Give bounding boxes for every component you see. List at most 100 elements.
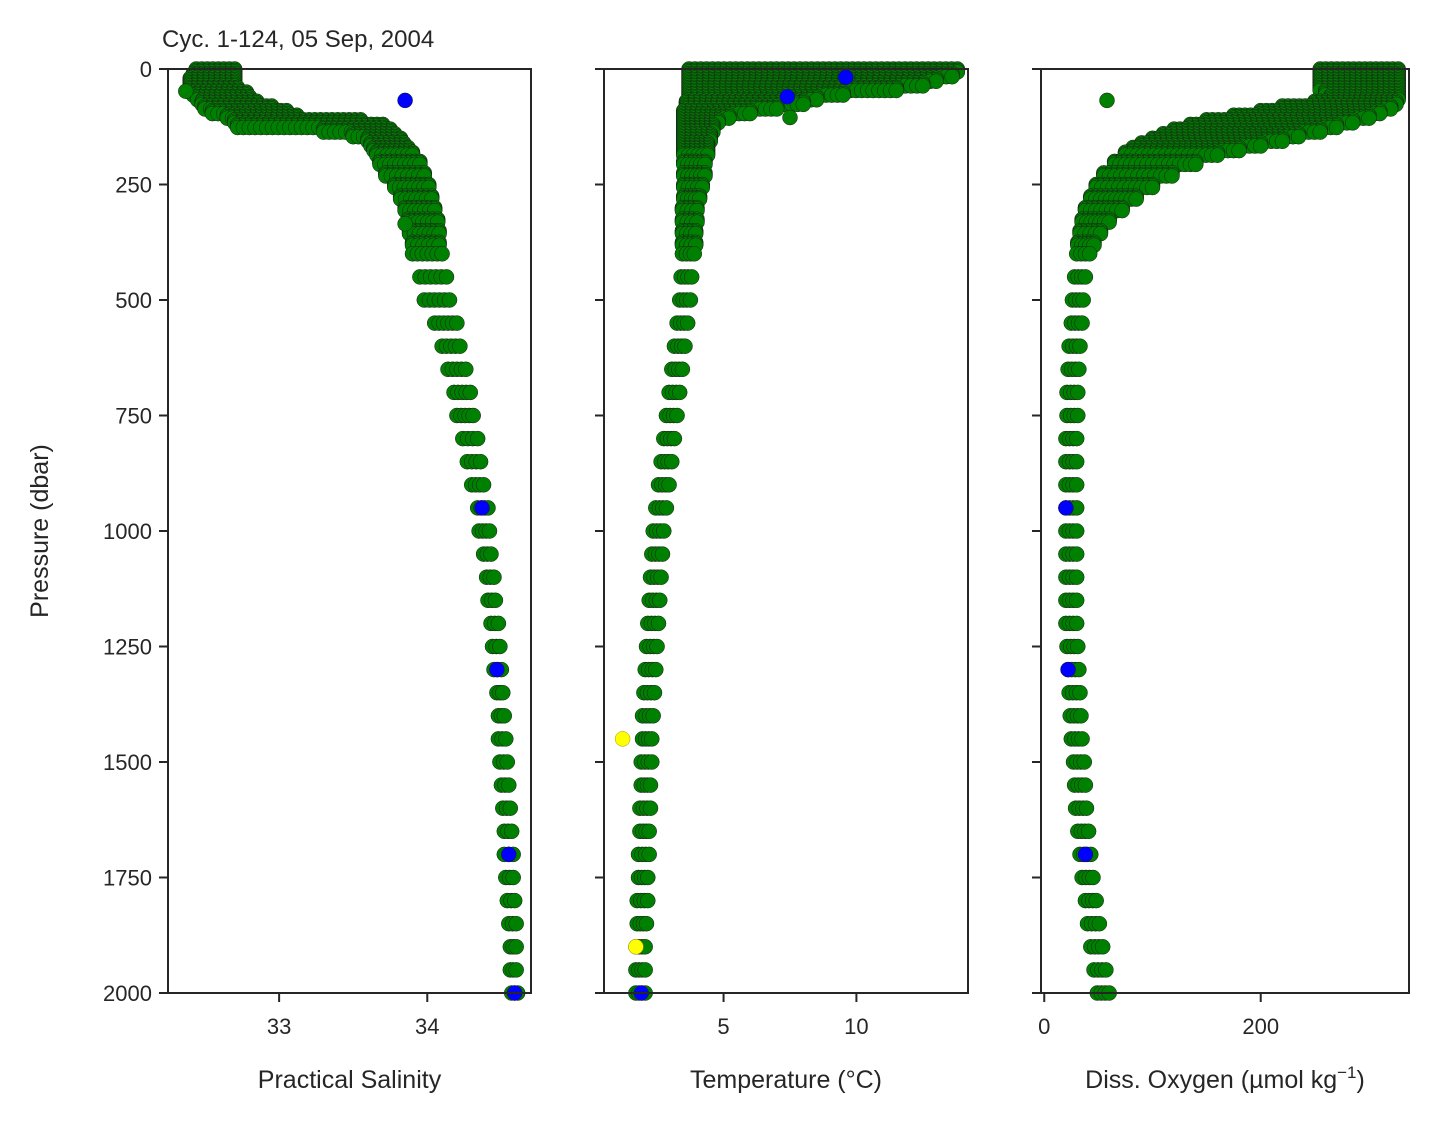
temperature-data-point	[768, 101, 785, 117]
oxygen-flagged-point	[1099, 92, 1115, 109]
salinity-data-point	[498, 731, 514, 747]
salinity-data-point	[462, 384, 479, 401]
temperature-data-point	[640, 892, 656, 909]
oxygen-data-point	[1290, 128, 1307, 145]
oxygen-data-point	[1252, 138, 1269, 154]
y-tick-label: 1500	[103, 750, 152, 775]
salinity-data-point	[469, 430, 486, 447]
temperature-data-point	[683, 269, 700, 285]
oxygen-data-point	[1274, 133, 1291, 150]
y-tick-label: 1000	[103, 519, 152, 544]
temperature-data-point	[664, 453, 680, 470]
salinity-flagged-point	[501, 846, 517, 863]
oxygen-data-point	[1128, 191, 1144, 207]
oxygen-data-point	[1074, 731, 1090, 747]
temperature-data-point	[671, 384, 688, 401]
salinity-flagged-point	[489, 661, 505, 678]
oxygen-data-point	[1072, 684, 1088, 701]
temperature-data-point	[677, 338, 693, 354]
salinity-flagged-point	[397, 92, 413, 109]
oxygen-data-point	[1068, 592, 1085, 609]
temperature-data-point	[641, 823, 657, 840]
salinity-data-point	[499, 754, 516, 770]
temperature-data-point	[686, 246, 703, 262]
salinity-data-point	[487, 592, 504, 609]
y-tick-label: 500	[115, 288, 152, 313]
oxygen-data-point	[1188, 156, 1204, 173]
oxygen-data-point	[1070, 384, 1086, 401]
temperature-flagged-point	[838, 69, 854, 86]
salinity-data-point	[503, 823, 520, 840]
salinity-data-point	[505, 869, 521, 886]
panel-oxygen: 0 200 Diss. Oxygen (µmol kg−1)	[1032, 61, 1410, 1094]
oxygen-data-point	[1070, 407, 1086, 424]
y-tick-label: 250	[115, 173, 152, 198]
temperature-data-point	[637, 962, 653, 978]
oxygen-data-point	[1068, 477, 1085, 493]
salinity-data-point	[438, 269, 455, 285]
temperature-data-point	[795, 96, 812, 113]
temperature-data-point	[658, 500, 675, 516]
temperature-data-point	[656, 523, 672, 539]
temperature-data-point	[808, 92, 825, 108]
oxygen-data-point	[1098, 962, 1114, 978]
oxygen-data-point	[1085, 869, 1101, 886]
oxygen-data-point	[1068, 453, 1085, 470]
temperature-flagged-point	[614, 731, 631, 747]
oxygen-data-point	[1068, 523, 1085, 539]
salinity-data-point	[458, 361, 474, 378]
oxygen-data-point	[1068, 569, 1085, 585]
salinity-data-point	[486, 569, 502, 585]
temperature-data-point	[645, 708, 661, 724]
oxygen-flagged-point	[1058, 500, 1074, 516]
oxygen-data-point	[1068, 546, 1085, 562]
chart-title: Cyc. 1-124, 05 Sep, 2004	[162, 26, 434, 53]
temperature-data-point	[652, 592, 668, 609]
salinity-data-point	[492, 638, 508, 655]
oxygen-data-point	[1231, 142, 1247, 159]
salinity-x-tick-label: 34	[415, 1014, 439, 1039]
y-tick-label: 0	[140, 57, 152, 82]
salinity-x-tick-label: 33	[267, 1014, 291, 1039]
oxygen-data-point	[1080, 823, 1097, 840]
oxygen-data-point	[1209, 147, 1226, 163]
oxygen-data-point	[1312, 124, 1328, 140]
oxygen-data-point	[1361, 110, 1377, 126]
salinity-data-point	[483, 546, 499, 562]
temperature-data-point	[682, 292, 699, 308]
oxygen-data-point	[1068, 430, 1085, 447]
oxygen-data-point	[1076, 754, 1093, 770]
temperature-data-point	[641, 846, 657, 863]
oxygen-data-point	[1094, 939, 1111, 955]
y-tick-label: 1250	[103, 635, 152, 660]
temperature-data-point	[642, 800, 659, 816]
panel-salinity: 33 34 0 250 500 750 1000 1250 1500 1750 2000 Practi…	[103, 57, 532, 1094]
temperature-data-point	[654, 546, 671, 562]
oxygen-points	[1058, 61, 1406, 1001]
oxygen-data-point	[1078, 800, 1095, 816]
salinity-data-point	[508, 915, 524, 932]
salinity-data-point	[441, 292, 458, 308]
temperature-data-point	[642, 777, 659, 793]
temperature-x-tick-label: 10	[844, 1014, 868, 1039]
oxygen-data-point	[1344, 115, 1361, 131]
y-axis-label: Pressure (dbar)	[26, 444, 54, 618]
salinity-data-point	[508, 962, 524, 978]
temperature-data-point	[888, 82, 905, 99]
temperature-data-point	[638, 915, 655, 932]
temperature-data-point	[648, 661, 664, 678]
salinity-x-axis-label: Practical Salinity	[258, 1066, 442, 1094]
y-tick-label: 1750	[103, 866, 152, 891]
temperature-data-point	[644, 731, 660, 747]
salinity-points	[178, 61, 526, 1001]
temperature-data-point	[653, 569, 669, 585]
temperature-data-point	[674, 361, 691, 378]
salinity-data-point	[481, 523, 498, 539]
oxygen-data-point	[1071, 361, 1087, 378]
salinity-flagged-point	[397, 216, 413, 232]
oxygen-data-point	[1072, 338, 1088, 354]
salinity-data-point	[452, 338, 468, 354]
temperature-data-point	[835, 87, 851, 103]
oxygen-data-point	[1075, 292, 1091, 308]
